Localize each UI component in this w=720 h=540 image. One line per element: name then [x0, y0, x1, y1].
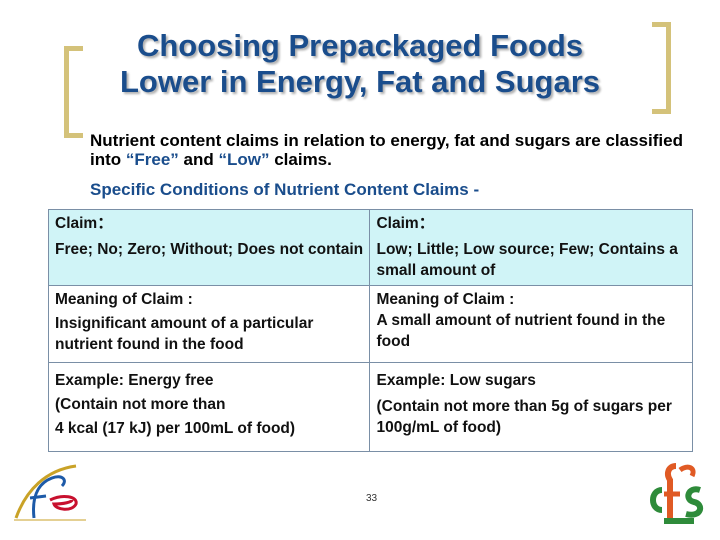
free-claim-label: Claim：	[55, 215, 113, 232]
low-claim-cell: Claim： Low; Little; Low source; Few; Con…	[369, 209, 693, 286]
intro-end: claims.	[269, 150, 332, 169]
low-meaning-cell: Meaning of Claim : A small amount of nut…	[369, 285, 693, 363]
low-claim-value: Low; Little; Low source; Few; Contains a…	[376, 241, 678, 279]
free-meaning-cell: Meaning of Claim : Insignificant amount …	[47, 285, 371, 363]
page-number: 33	[366, 493, 378, 504]
right-bracket-decoration	[652, 22, 671, 114]
section-subtitle: Specific Conditions of Nutrient Content …	[90, 180, 480, 199]
intro-text: Nutrient content claims in relation to e…	[90, 131, 700, 169]
low-meaning-label: Meaning of Claim :	[376, 291, 515, 308]
low-example-cell: Example: Low sugars (Contain not more th…	[369, 362, 693, 452]
intro-part-1: Nutrient content claims in relation to e…	[90, 131, 683, 169]
intro-and: and	[178, 150, 219, 169]
free-example-line-2: 4 kcal (17 kJ) per 100mL of food)	[55, 420, 296, 437]
free-example-cell: Example: Energy free (Contain not more t…	[47, 362, 371, 452]
left-bracket-decoration	[64, 46, 83, 138]
table-row-claim: Claim： Free; No; Zero; Without; Does not…	[47, 209, 693, 286]
table-row-meaning: Meaning of Claim : Insignificant amount …	[47, 285, 693, 363]
intro-low-term: “Low”	[218, 150, 270, 169]
slide-title: Choosing Prepackaged Foods Lower in Ener…	[80, 28, 640, 100]
free-claim-value: Free; No; Zero; Without; Does not contai…	[55, 241, 364, 258]
low-example-label: Example: Low sugars	[376, 372, 536, 389]
table-row-example: Example: Energy free (Contain not more t…	[47, 362, 693, 452]
claims-table: Claim： Free; No; Zero; Without; Does not…	[47, 209, 693, 452]
cfs-logo	[650, 463, 704, 524]
low-meaning-value: A small amount of nutrient found in the …	[376, 312, 666, 350]
free-example-line-1: (Contain not more than	[55, 396, 226, 413]
low-claim-label: Claim：	[376, 215, 435, 232]
intro-free-term: “Free”	[125, 150, 179, 169]
free-example-label: Example: Energy free	[55, 372, 214, 389]
free-meaning-label: Meaning of Claim :	[55, 291, 193, 308]
title-line-2: Lower in Energy, Fat and Sugars	[119, 64, 600, 99]
title-line-1: Choosing Prepackaged Foods	[136, 28, 584, 63]
fehd-logo	[14, 464, 86, 521]
free-claim-cell: Claim： Free; No; Zero; Without; Does not…	[47, 209, 371, 286]
free-meaning-value: Insignificant amount of a particular nut…	[55, 315, 314, 353]
low-example-value: (Contain not more than 5g of sugars per …	[376, 398, 672, 436]
